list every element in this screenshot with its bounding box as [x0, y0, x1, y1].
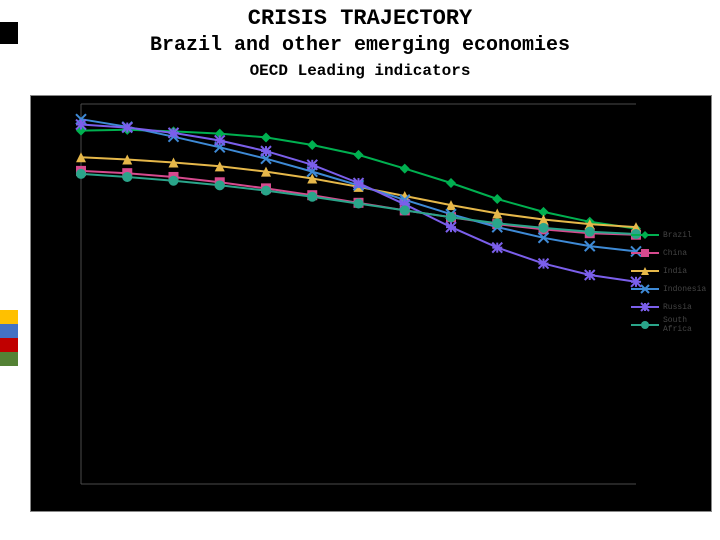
- legend-item: India: [631, 262, 711, 280]
- y-tick-label: 70.00: [35, 402, 75, 412]
- x-tick-label: Jul-08: [195, 488, 245, 498]
- legend-label: South Africa: [663, 316, 711, 334]
- x-tick-label: Aug-08: [241, 488, 291, 498]
- chart-subtitle: OECD Leading indicators: [0, 62, 720, 80]
- x-tick-label: May-08: [102, 488, 152, 498]
- legend-item: Russia: [631, 298, 711, 316]
- legend-label: Brazil: [663, 231, 692, 240]
- legend-label: China: [663, 249, 687, 258]
- x-tick-label: Jun-08: [149, 488, 199, 498]
- x-tick-label: Mar-09: [565, 488, 615, 498]
- legend-label: Indonesia: [663, 285, 706, 294]
- x-tick-label: Sep-08: [287, 488, 337, 498]
- side-stripe: [0, 324, 18, 338]
- side-stripe: [0, 352, 18, 366]
- y-tick-label: 60.00: [35, 478, 75, 488]
- side-stripe: [0, 310, 18, 324]
- x-tick-label: Feb-09: [519, 488, 569, 498]
- x-tick-label: Apr-08: [56, 488, 106, 498]
- slide-subtitle: Brazil and other emerging economies: [0, 34, 720, 57]
- x-tick-label: Nov-08: [380, 488, 430, 498]
- legend-item: Brazil: [631, 226, 711, 244]
- legend-label: Russia: [663, 303, 692, 312]
- x-tick-label: Apr-09: [611, 488, 661, 498]
- x-tick-label: Jan-09: [472, 488, 522, 498]
- legend-item: China: [631, 244, 711, 262]
- side-stripe: [0, 22, 18, 44]
- x-tick-label: Dec-08: [426, 488, 476, 498]
- chart-legend: Brazil China India Indonesia Russia South Afr…: [631, 226, 711, 334]
- legend-label: India: [663, 267, 687, 276]
- chart-area: 60.00 70.00 Apr-08May-08Jun-08Jul-08Aug-0…: [30, 95, 712, 512]
- side-stripe: [0, 338, 18, 352]
- x-tick-label: Oct-08: [334, 488, 384, 498]
- slide-title: CRISIS TRAJECTORY: [0, 6, 720, 31]
- series-india: [76, 152, 641, 232]
- legend-item: Indonesia: [631, 280, 711, 298]
- slide: CRISIS TRAJECTORY Brazil and other emerg…: [0, 0, 720, 540]
- legend-item: South Africa: [631, 316, 711, 334]
- chart-plot: [31, 96, 711, 511]
